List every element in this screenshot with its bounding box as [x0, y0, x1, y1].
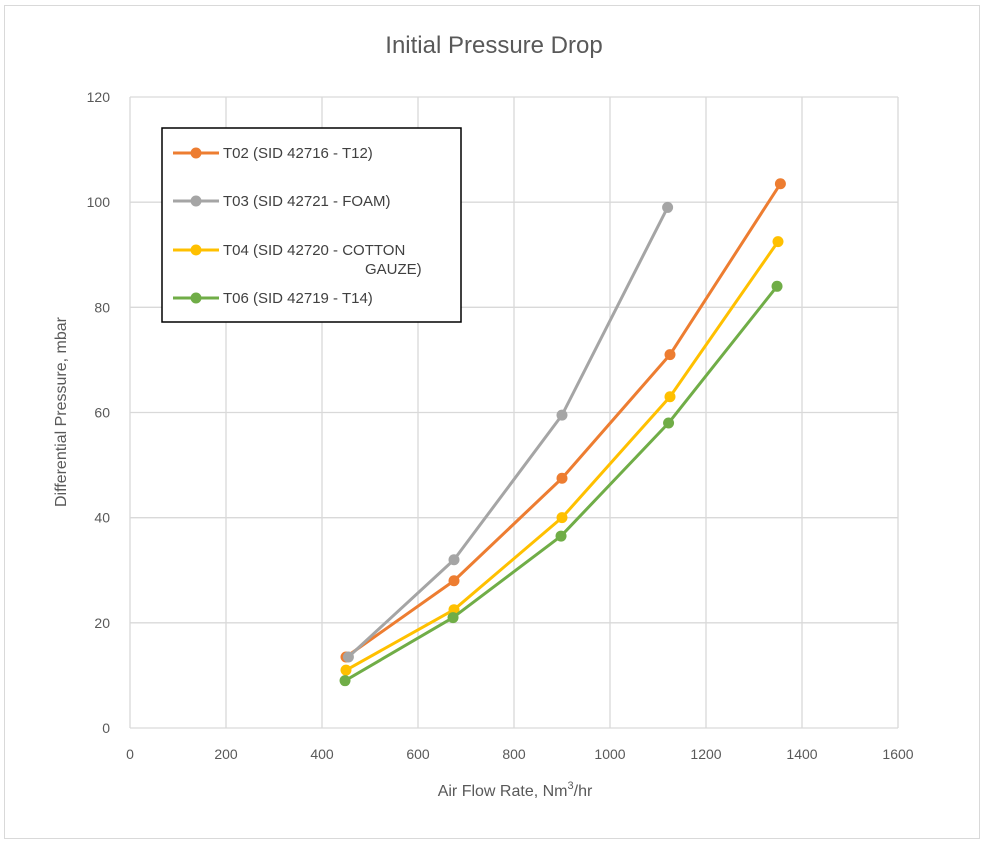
legend-label: T03 (SID 42721 - FOAM) — [223, 193, 391, 210]
legend-item: T04 (SID 42720 - COTTON GAUZE) — [173, 242, 422, 278]
series-4 — [339, 280, 783, 687]
x-tick-label: 800 — [502, 746, 526, 762]
y-tick-label: 20 — [94, 615, 110, 631]
data-point — [447, 612, 459, 624]
x-axis-label: Air Flow Rate, Nm3/hr — [438, 780, 593, 800]
data-point — [774, 178, 786, 190]
series-2 — [342, 201, 674, 663]
legend-label: T02 (SID 42716 - T12) — [223, 145, 373, 162]
data-point — [663, 417, 675, 429]
data-point — [556, 472, 568, 484]
data-point — [340, 664, 352, 676]
x-tick-label: 0 — [126, 746, 134, 762]
y-tick-label: 40 — [94, 510, 110, 526]
y-tick-label: 60 — [94, 405, 110, 421]
data-point — [555, 530, 567, 542]
legend-label: T06 (SID 42719 - T14) — [223, 290, 373, 307]
y-axis-label: Differential Pressure, mbar — [53, 316, 70, 507]
legend-marker — [190, 147, 202, 159]
chart-title: Initial Pressure Drop — [385, 32, 602, 59]
legend: T02 (SID 42716 - T12) T03 (SID 42721 - FO… — [161, 127, 462, 323]
series-line — [347, 206, 669, 659]
y-tick-label: 120 — [87, 89, 111, 105]
data-point — [664, 349, 676, 361]
x-tick-label: 600 — [406, 746, 430, 762]
x-tick-label: 400 — [310, 746, 334, 762]
data-point — [771, 280, 783, 292]
data-point — [448, 575, 460, 587]
data-point — [556, 512, 568, 524]
data-point — [339, 675, 351, 687]
legend-marker — [190, 292, 202, 304]
legend-item: T06 (SID 42719 - T14) — [173, 290, 373, 307]
legend-box — [161, 127, 462, 323]
legend-item: T02 (SID 42716 - T12) — [173, 145, 373, 162]
legend-marker — [190, 244, 202, 256]
data-point — [448, 554, 460, 566]
legend-label: GAUZE) — [365, 261, 422, 278]
data-point — [664, 391, 676, 403]
y-tick-label: 0 — [102, 720, 110, 736]
legend-marker — [190, 195, 202, 207]
x-tick-label: 1600 — [882, 746, 913, 762]
x-tick-label: 1200 — [690, 746, 721, 762]
x-tick-label: 1000 — [594, 746, 625, 762]
legend-item: T03 (SID 42721 - FOAM) — [173, 193, 391, 210]
x-tick-label: 200 — [214, 746, 238, 762]
x-tick-label: 1400 — [786, 746, 817, 762]
data-point — [662, 201, 674, 213]
data-point — [772, 236, 784, 248]
y-tick-label: 100 — [87, 194, 111, 210]
data-point — [342, 651, 354, 663]
y-tick-label: 80 — [94, 299, 110, 315]
legend-label: T04 (SID 42720 - COTTON — [223, 242, 405, 259]
data-point — [556, 409, 568, 421]
